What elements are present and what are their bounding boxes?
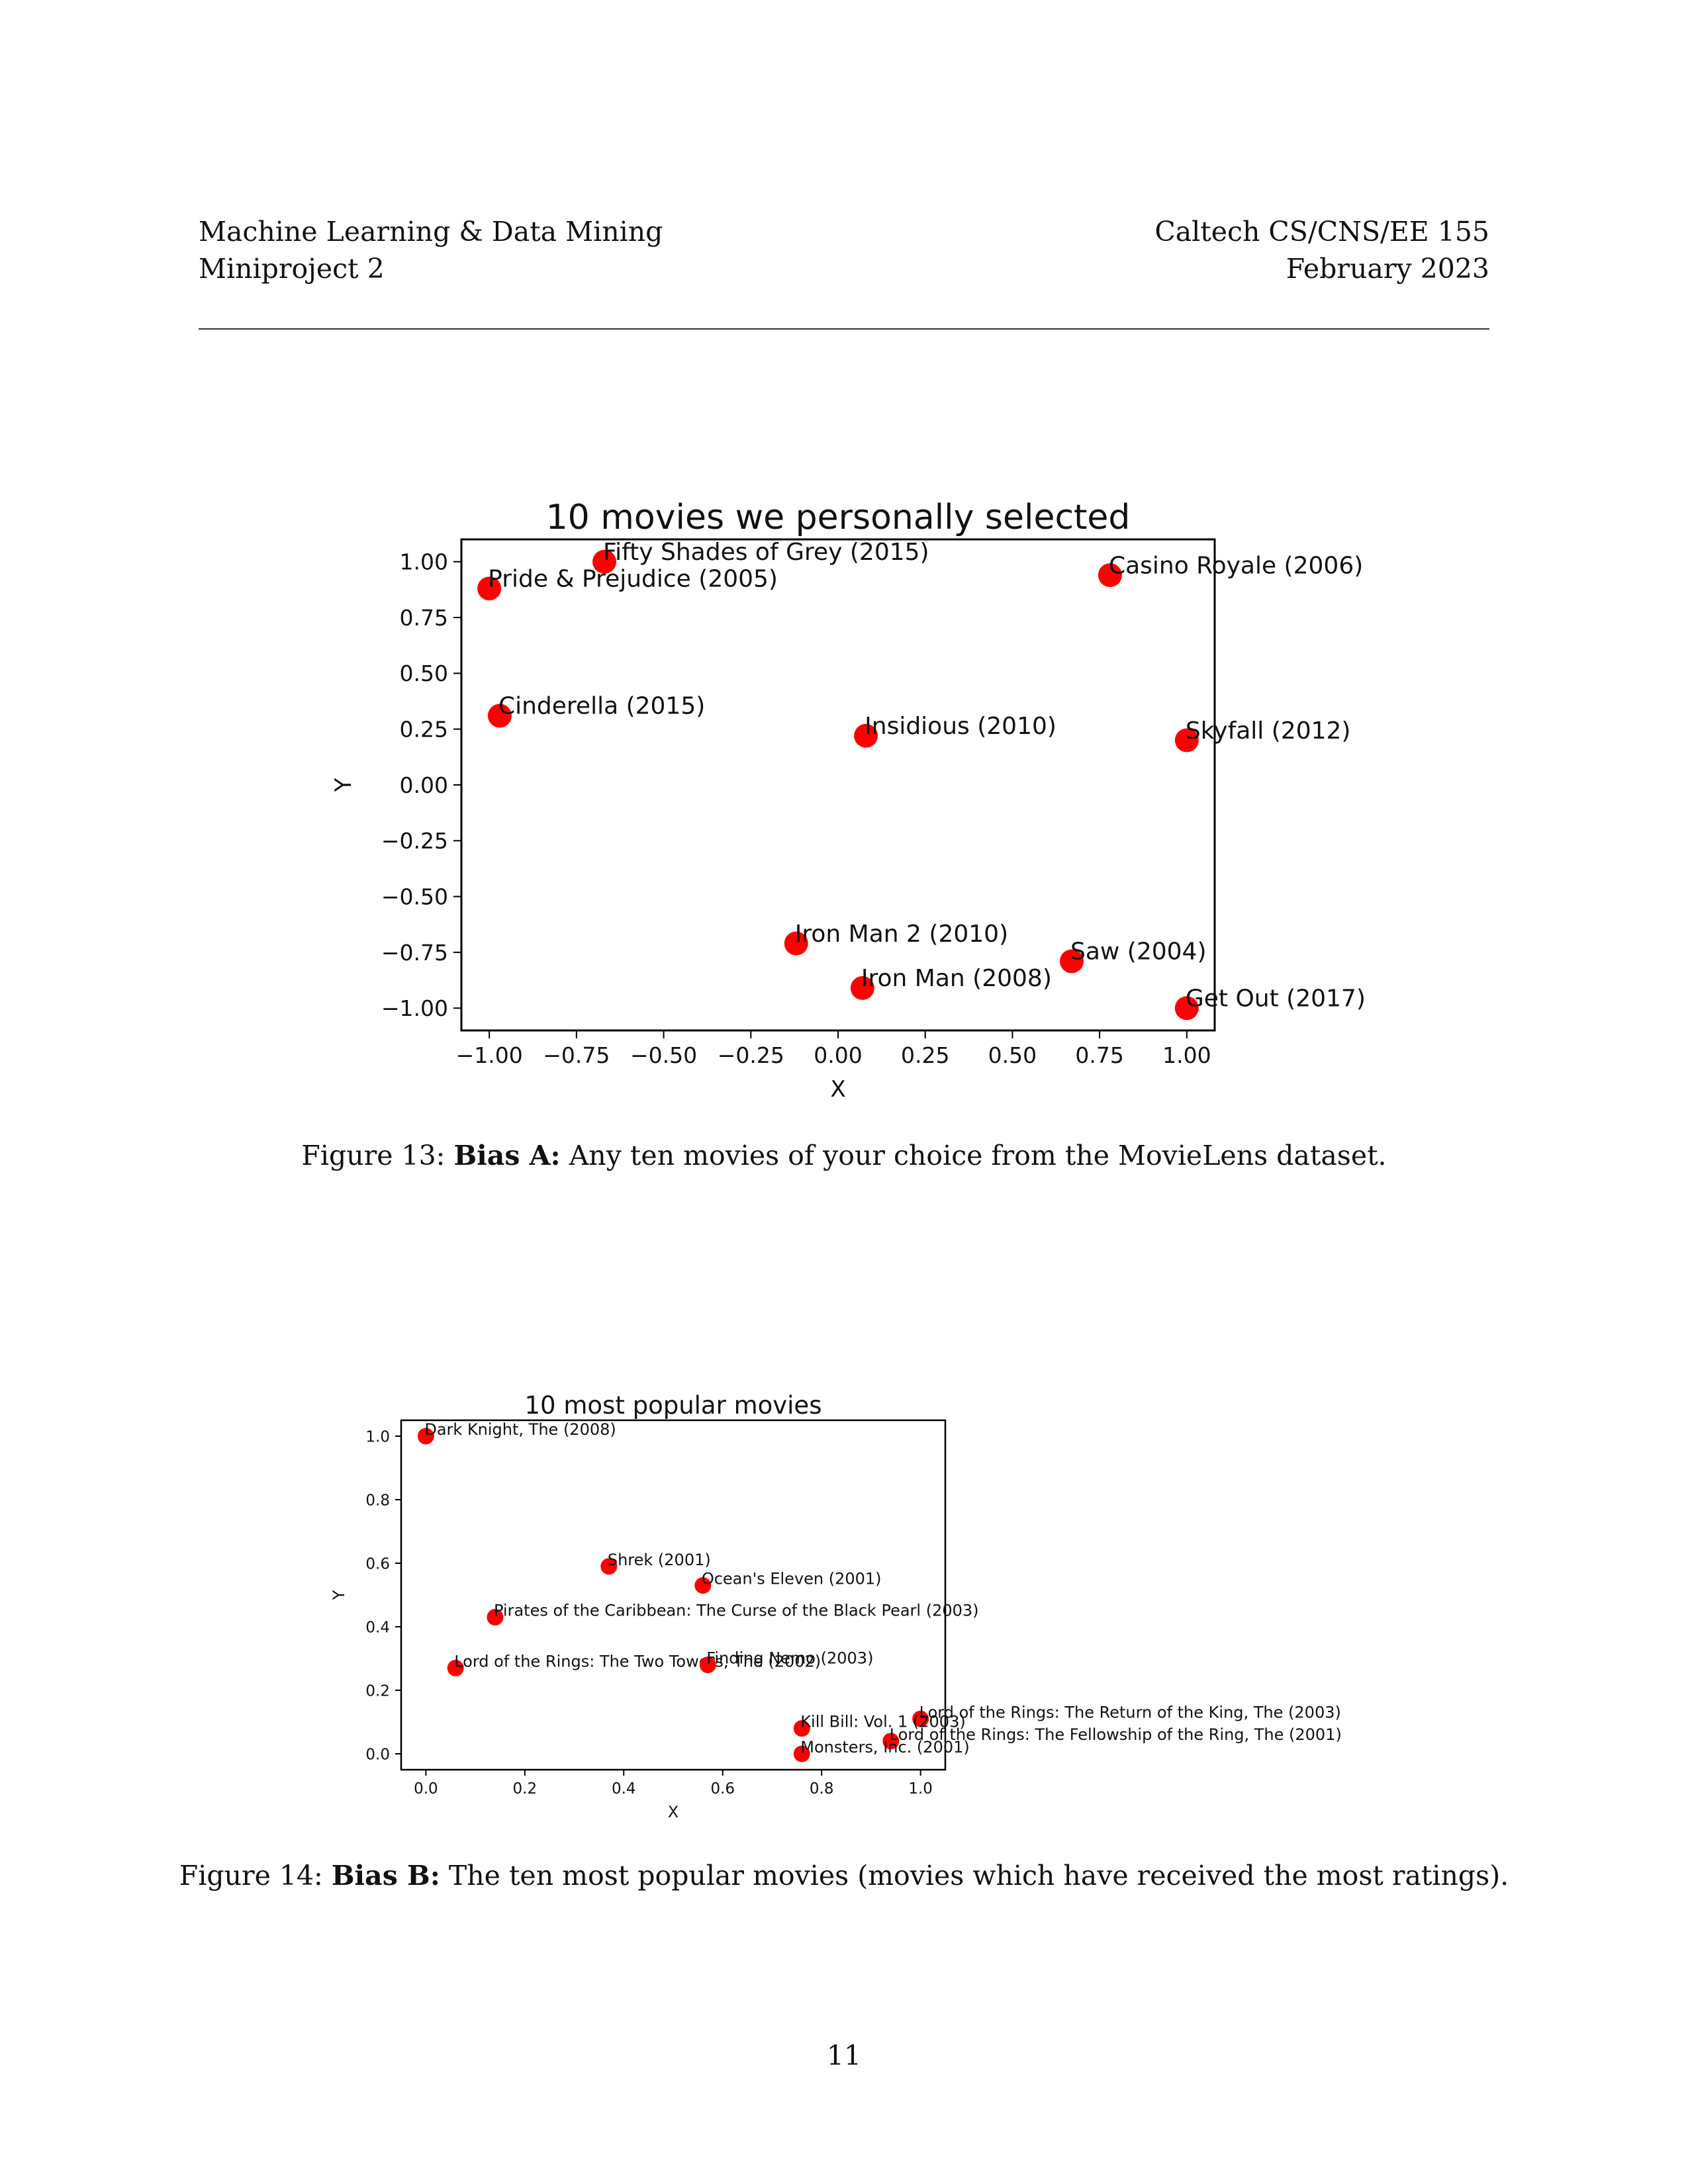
point-label: Shrek (2001) <box>608 1551 711 1569</box>
point-label: Lord of the Rings: The Two Towers, The (… <box>454 1653 821 1671</box>
data-point <box>1059 949 1084 974</box>
point-label: Monsters, Inc. (2001) <box>800 1738 969 1756</box>
y-tick-label: 0.0 <box>365 1746 390 1763</box>
data-point <box>882 1733 900 1750</box>
date: February 2023 <box>1286 253 1489 285</box>
point-label: Ocean's Eleven (2001) <box>702 1570 882 1588</box>
point-label: Finding Nemo (2003) <box>706 1649 873 1668</box>
point-label: Get Out (2017) <box>1186 985 1366 1013</box>
data-point <box>487 704 512 728</box>
data-point <box>912 1710 929 1727</box>
data-point <box>417 1428 434 1445</box>
y-tick-label: −0.25 <box>381 828 448 854</box>
y-tick-label: −1.00 <box>381 995 448 1021</box>
course-code: Caltech CS/CNS/EE 155 <box>1154 216 1489 248</box>
y-tick-label: 0.6 <box>365 1555 390 1572</box>
page-number: 11 <box>826 2040 862 2071</box>
data-point <box>854 723 878 748</box>
data-point <box>1174 996 1199 1021</box>
figure-13-chart: 10 movies we personally selected −1.00 −0.… <box>330 498 1366 1103</box>
chart-title: 10 movies we personally selected <box>546 498 1131 537</box>
running-header-left: Machine Learning & Data Mining Miniproje… <box>199 213 663 287</box>
project-name: Miniproject 2 <box>199 253 385 285</box>
data-point <box>592 549 617 574</box>
figure-14-bold: Bias B: <box>331 1860 440 1891</box>
point-label: Fifty Shades of Grey (2015) <box>603 539 929 566</box>
point-label: Iron Man (2008) <box>861 965 1052 992</box>
figure-13-bold: Bias A: <box>453 1140 561 1171</box>
x-tick-label: 0.50 <box>988 1042 1037 1068</box>
y-tick-label: 0.25 <box>400 717 448 743</box>
course-title: Machine Learning & Data Mining <box>199 216 663 248</box>
point-label: Pride & Prejudice (2005) <box>488 566 778 593</box>
x-tick-label: −1.00 <box>456 1042 523 1068</box>
data-point <box>487 1609 504 1626</box>
x-tick-label: −0.50 <box>630 1042 697 1068</box>
y-tick-label: 0.00 <box>400 772 448 798</box>
point-label: Lord of the Rings: The Return of the Kin… <box>919 1703 1341 1721</box>
y-tick-label: 0.2 <box>365 1682 390 1700</box>
figure-14-caption: Figure 14: Bias B: The ten most popular … <box>0 1860 1688 1891</box>
point-label: Casino Royale (2006) <box>1109 552 1363 579</box>
x-tick-label: 0.25 <box>901 1042 949 1068</box>
chart-title: 10 most popular movies <box>525 1391 822 1420</box>
x-axis-label: X <box>830 1076 845 1103</box>
x-tick-label: 0.8 <box>810 1780 834 1797</box>
figure-14-label: Figure 14: <box>179 1860 323 1891</box>
x-tick-label: 0.75 <box>1075 1042 1123 1068</box>
point-label: Saw (2004) <box>1070 938 1207 966</box>
y-tick-label: 0.50 <box>400 660 448 686</box>
chart-selected-movies: 10 movies we personally selected −1.00 −0.… <box>330 498 1366 1103</box>
point-label: Iron Man 2 (2010) <box>795 921 1008 948</box>
y-tick-label: 0.75 <box>400 605 448 631</box>
running-header-right: Caltech CS/CNS/EE 155 February 2023 <box>1154 213 1489 287</box>
y-tick-label: 1.00 <box>400 549 448 575</box>
data-point <box>1174 728 1199 752</box>
point-label: Insidious (2010) <box>865 713 1056 740</box>
figure-13-label: Figure 13: <box>301 1140 445 1171</box>
x-tick-label: 0.6 <box>710 1780 735 1797</box>
x-axis-label: X <box>668 1803 679 1821</box>
y-tick-label: −0.75 <box>381 940 448 966</box>
data-point <box>694 1577 712 1594</box>
chart-popular-movies: 10 most popular movies 0.0 0.2 0.4 0.6 0.8 1.0… <box>330 1391 1342 1821</box>
figure-14-text: The ten most popular movies (movies whic… <box>448 1860 1509 1891</box>
data-point <box>793 1745 810 1762</box>
data-point <box>477 576 502 601</box>
data-point <box>850 976 874 1000</box>
point-label: Skyfall (2012) <box>1186 717 1351 745</box>
x-tick-label: 0.0 <box>414 1780 438 1797</box>
point-label: Kill Bill: Vol. 1 (2003) <box>800 1713 965 1731</box>
y-tick-label: 1.0 <box>365 1428 390 1445</box>
x-tick-label: −0.25 <box>718 1042 784 1068</box>
point-label: Pirates of the Caribbean: The Curse of t… <box>494 1602 979 1620</box>
y-axis-label: Y <box>330 778 357 792</box>
figure-13-text: Any ten movies of your choice from the M… <box>569 1140 1387 1171</box>
data-point <box>784 931 808 956</box>
x-tick-label: −0.75 <box>543 1042 610 1068</box>
plot-frame <box>400 1419 947 1771</box>
x-tick-label: 1.0 <box>908 1780 933 1797</box>
figure-14-chart: 10 most popular movies 0.0 0.2 0.4 0.6 0.8 1.0… <box>0 1357 1688 1886</box>
point-label: Lord of the Rings: The Fellowship of the… <box>890 1725 1342 1744</box>
x-tick-label: 0.00 <box>814 1042 862 1068</box>
data-point <box>1098 563 1122 587</box>
data-point <box>447 1659 464 1676</box>
point-label: Dark Knight, The (2008) <box>424 1420 616 1439</box>
point-label: Cinderella (2015) <box>498 693 705 720</box>
x-tick-label: 1.00 <box>1162 1042 1211 1068</box>
header-rule <box>199 328 1489 330</box>
data-point <box>600 1558 618 1575</box>
data-point <box>793 1720 810 1737</box>
y-tick-label: −0.50 <box>381 884 448 910</box>
y-axis-label: Y <box>330 1590 348 1600</box>
x-tick-label: 0.4 <box>612 1780 636 1797</box>
y-tick-label: 0.4 <box>365 1619 390 1636</box>
figure-13-caption: Figure 13: Bias A: Any ten movies of you… <box>0 1140 1688 1171</box>
data-point <box>699 1657 716 1674</box>
y-tick-label: 0.8 <box>365 1492 390 1509</box>
x-tick-label: 0.2 <box>513 1780 538 1797</box>
